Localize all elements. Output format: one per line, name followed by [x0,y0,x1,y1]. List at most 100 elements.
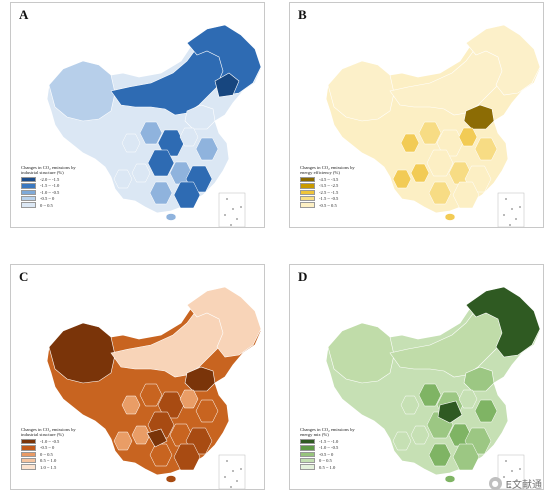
island-dot [224,214,226,216]
legend-swatch [21,202,36,208]
map-legend: Changes in CO₂ emissions by industrial s… [21,165,87,209]
province-cell [452,181,480,209]
island-dot [511,470,513,472]
province-cell [131,163,151,183]
legend-range: -2.5 ~ -1.5 [319,189,339,195]
island-dot [503,214,505,216]
panel-label: C [19,269,29,284]
island-dot [232,470,234,472]
island-dot [503,476,505,478]
province-cell [410,163,430,183]
province-cell [147,149,175,177]
map-legend: Changes in CO₂ emissions by energy mix (… [300,427,366,471]
province-cell [179,389,199,409]
legend-entry: -2.0 ~ -1.5 [21,176,87,183]
province-cell [418,121,442,145]
wechat-logo-icon: ● [488,477,502,490]
legend-entry: -0.5 ~ 0 [300,451,366,458]
region-guizhou [146,428,168,448]
legend-title: Changes in CO₂ emissions by industrial s… [21,165,76,176]
legend-swatch [21,464,36,470]
legend-range: -1.5 ~ -1.0 [319,439,339,444]
legend-swatch [21,176,36,183]
island-dot [509,486,511,488]
province-cell [474,399,498,423]
region-liaoning [214,72,240,98]
legend-title: Changes in CO₂ emissions by industrial s… [21,427,76,438]
legend-range: 0 ~ 0.5 [319,458,332,464]
legend-range: 0.5 ~ 1.0 [319,464,336,470]
hainan-island [165,213,177,221]
province-cell [173,181,201,209]
province-cell [474,137,498,161]
island-dot [230,224,232,226]
province-cell [149,181,173,205]
legend-entry: -1.0 ~ -0.5 [21,189,87,196]
region-east-central [184,366,216,392]
legend-swatch [300,451,315,458]
island-dot [519,206,521,208]
legend-swatch [21,451,36,458]
china-map [46,286,262,489]
province-cell [428,443,452,467]
province-cell [173,443,201,471]
legend-range: -0.5 ~ 0.5 [319,202,337,208]
islands-inset-frame [218,454,246,489]
legend-swatch [300,438,315,445]
panel-label: D [298,269,308,284]
province-cell [139,383,163,407]
legend-range: -1.0 ~ -0.5 [40,439,60,444]
province-cell [113,169,133,189]
region-northeast [186,24,262,96]
legend-title: Changes in CO₂ emissions by energy effic… [300,165,355,176]
province-cell [418,383,442,407]
legend-swatch [300,189,315,196]
china-map [46,24,262,227]
legend-swatch [21,458,36,464]
legend-entry: -0.5 ~ 0.5 [300,202,366,208]
legend-entry: -4.5 ~ -3.5 [300,176,366,183]
legend-range: 0 ~ 0.5 [40,451,53,457]
panel-label: A [19,7,29,22]
province-cell [458,127,478,147]
province-cell [426,149,454,177]
hainan-island [165,475,177,483]
province-cell [410,425,430,445]
province-cell [121,395,141,415]
island-dot [505,198,507,200]
legend-title: Changes in CO₂ emissions by energy mix (… [300,427,355,438]
legend-entry: -1.0 ~ -0.5 [300,445,366,451]
legend-entry: -1.0 ~ -0.5 [21,438,87,445]
region-northeast [465,286,541,358]
legend-swatch [21,445,36,451]
legend-swatch [300,464,315,470]
island-dot [230,486,232,488]
hainan-island [444,213,456,221]
legend-swatch [21,183,36,189]
island-dot [509,224,511,226]
island-dot [240,468,242,470]
island-dot [232,208,234,210]
legend-swatch [300,183,315,189]
province-cell [195,399,219,423]
legend-range: 0.5 ~ 1.0 [40,458,57,464]
legend-range: -3.5 ~ -2.5 [319,183,339,189]
island-dot [515,218,517,220]
island-dot [240,206,242,208]
watermark: ● E文献通 [488,476,542,491]
province-cell [428,181,452,205]
legend-swatch [300,445,315,451]
province-cell [400,133,420,153]
legend-range: -0.5 ~ 0 [40,196,55,202]
legend-entry: -0.5 ~ 0 [21,445,87,451]
island-dot [236,480,238,482]
province-cell [179,127,199,147]
legend-swatch [21,196,36,202]
hainan-island [444,475,456,483]
panel-label: B [298,7,307,22]
china-map [325,286,541,489]
legend-entry: -2.5 ~ -1.5 [300,189,366,196]
island-dot [515,480,517,482]
region-east-central [184,104,216,130]
legend-range: -1.5 ~ -0.5 [319,196,339,202]
